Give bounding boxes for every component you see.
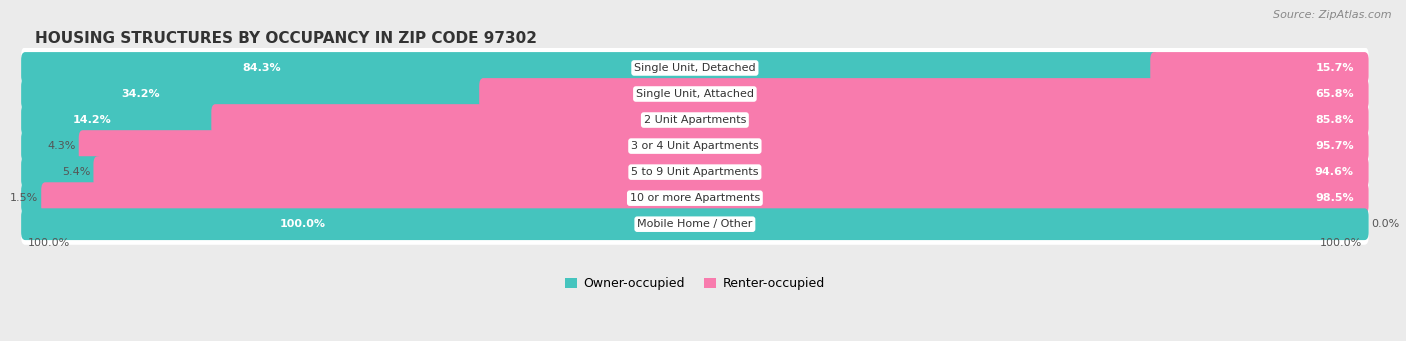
- FancyBboxPatch shape: [21, 100, 1368, 140]
- FancyBboxPatch shape: [93, 156, 1368, 188]
- FancyBboxPatch shape: [21, 182, 49, 214]
- Text: Mobile Home / Other: Mobile Home / Other: [637, 219, 752, 229]
- Text: 2 Unit Apartments: 2 Unit Apartments: [644, 115, 747, 125]
- Text: Source: ZipAtlas.com: Source: ZipAtlas.com: [1274, 10, 1392, 20]
- FancyBboxPatch shape: [21, 47, 1368, 89]
- Text: 5 to 9 Unit Apartments: 5 to 9 Unit Apartments: [631, 167, 759, 177]
- Legend: Owner-occupied, Renter-occupied: Owner-occupied, Renter-occupied: [560, 272, 830, 296]
- FancyBboxPatch shape: [21, 78, 488, 110]
- FancyBboxPatch shape: [21, 204, 1368, 245]
- FancyBboxPatch shape: [1150, 52, 1368, 84]
- Text: 100.0%: 100.0%: [280, 219, 326, 229]
- FancyBboxPatch shape: [21, 104, 219, 136]
- Text: 5.4%: 5.4%: [62, 167, 91, 177]
- Text: 85.8%: 85.8%: [1315, 115, 1354, 125]
- FancyBboxPatch shape: [21, 156, 101, 188]
- Text: 98.5%: 98.5%: [1315, 193, 1354, 203]
- Text: 10 or more Apartments: 10 or more Apartments: [630, 193, 761, 203]
- Text: 1.5%: 1.5%: [10, 193, 38, 203]
- FancyBboxPatch shape: [21, 73, 1368, 115]
- FancyBboxPatch shape: [21, 151, 1368, 193]
- Text: Single Unit, Attached: Single Unit, Attached: [636, 89, 754, 99]
- Text: 84.3%: 84.3%: [242, 63, 281, 73]
- Text: 0.0%: 0.0%: [1371, 219, 1399, 229]
- FancyBboxPatch shape: [211, 104, 1368, 136]
- FancyBboxPatch shape: [21, 208, 1368, 240]
- Text: Single Unit, Detached: Single Unit, Detached: [634, 63, 755, 73]
- FancyBboxPatch shape: [21, 178, 1368, 219]
- Text: 3 or 4 Unit Apartments: 3 or 4 Unit Apartments: [631, 141, 759, 151]
- FancyBboxPatch shape: [21, 125, 1368, 167]
- FancyBboxPatch shape: [21, 130, 87, 162]
- FancyBboxPatch shape: [21, 52, 1159, 84]
- Text: 94.6%: 94.6%: [1315, 167, 1354, 177]
- Text: 34.2%: 34.2%: [121, 89, 160, 99]
- Text: 65.8%: 65.8%: [1315, 89, 1354, 99]
- Text: 4.3%: 4.3%: [48, 141, 76, 151]
- Text: 14.2%: 14.2%: [73, 115, 111, 125]
- FancyBboxPatch shape: [41, 182, 1368, 214]
- Text: 100.0%: 100.0%: [28, 238, 70, 248]
- FancyBboxPatch shape: [79, 130, 1368, 162]
- FancyBboxPatch shape: [479, 78, 1368, 110]
- Text: 100.0%: 100.0%: [1320, 238, 1362, 248]
- Text: 95.7%: 95.7%: [1315, 141, 1354, 151]
- Text: HOUSING STRUCTURES BY OCCUPANCY IN ZIP CODE 97302: HOUSING STRUCTURES BY OCCUPANCY IN ZIP C…: [35, 31, 537, 46]
- Text: 15.7%: 15.7%: [1315, 63, 1354, 73]
